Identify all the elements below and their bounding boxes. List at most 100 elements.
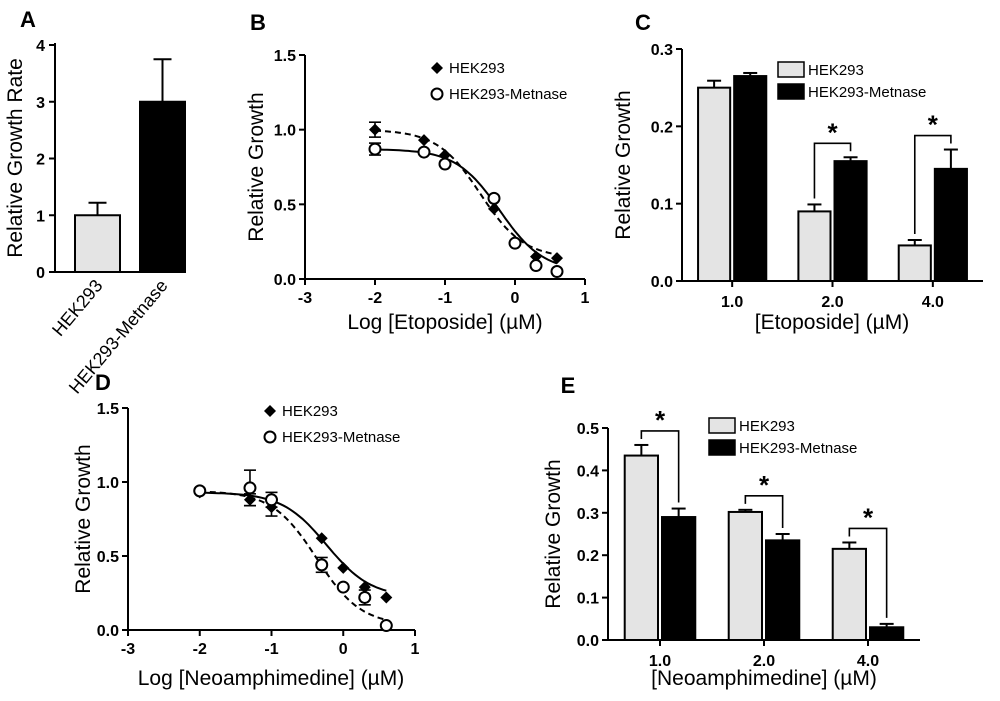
D-point-diamond (337, 561, 350, 574)
D-legend-diamond-icon (264, 405, 276, 417)
B-fit-curve-0 (374, 129, 558, 256)
E-significance-bracket-1 (744, 495, 784, 528)
E-y-axis-label: Relative Growth (542, 459, 565, 608)
D-xtick-label: -2 (193, 641, 207, 658)
B-legend-circle-icon (430, 87, 444, 101)
E-ytick-label: 0.3 (577, 506, 599, 523)
D-legend-label-1: HEK293-Metnase (282, 429, 400, 446)
E-significance-star-2: * (863, 502, 874, 532)
D-fit-curve-0 (199, 491, 387, 592)
D-point-circle (336, 580, 350, 594)
E-legend-swatch-0 (708, 417, 736, 434)
panel-label-C: C (635, 10, 651, 35)
C-legend-swatch-1 (777, 83, 805, 100)
C-ytick-label: 0.1 (651, 197, 673, 214)
D-y-axis-label: Relative Growth (72, 444, 95, 593)
C-bar-2-1 (933, 167, 968, 282)
E-x-axis-label: [Neoamphimedine] (µM) (651, 667, 877, 690)
B-xtick-label: -1 (438, 290, 452, 307)
D-point-diamond (315, 532, 328, 545)
D-point-circle (243, 481, 257, 495)
B-y-axis-label: Relative Growth (245, 92, 268, 241)
E-bar-1-0 (727, 510, 763, 641)
D-x-axis-label: Log [Neoamphimedine] (µM) (138, 667, 405, 690)
B-xtick-label: 1 (581, 290, 590, 307)
E-significance-bracket-0 (640, 430, 680, 503)
D-xtick-label: 1 (411, 641, 420, 658)
E-ytick-label: 0.2 (577, 548, 599, 565)
C-ytick-label: 0.0 (651, 274, 673, 291)
A-ytick-label: 3 (36, 95, 45, 112)
panel-label-D: D (95, 370, 111, 395)
E-bar-0-0 (623, 454, 659, 641)
E-ytick-label: 0.0 (577, 633, 599, 650)
A-bar-0 (74, 214, 121, 273)
B-point-circle (529, 259, 543, 273)
C-bar-1-0 (797, 210, 832, 282)
B-ytick-label: 0.0 (274, 272, 296, 289)
A-ytick-label: 0 (36, 265, 45, 282)
C-legend-label-1: HEK293-Metnase (808, 84, 926, 101)
A-ytick-label: 2 (36, 152, 45, 169)
D-fit-curve-1 (199, 490, 387, 621)
B-fit-curve-1 (375, 148, 558, 265)
A-y-axis-label: Relative Growth Rate (4, 58, 27, 258)
D-xtick-label: -1 (264, 641, 278, 658)
C-x-axis-label: [Etoposide] (µM) (755, 311, 910, 334)
D-point-circle (379, 619, 393, 633)
D-xtick-label: -3 (121, 641, 135, 658)
B-ytick-label: 0.5 (274, 197, 296, 214)
D-point-circle (265, 493, 278, 507)
C-legend-swatch-0 (777, 61, 805, 78)
B-point-circle (487, 191, 501, 205)
B-ytick-label: 1.0 (274, 123, 296, 140)
C-category-label: 4.0 (922, 294, 944, 311)
B-xtick-label: -2 (368, 290, 382, 307)
B-point-diamond (369, 123, 381, 136)
panel-label-B: B (250, 10, 266, 35)
D-point-circle (315, 558, 329, 572)
C-bar-0-1 (733, 75, 768, 282)
E-legend-label-1: HEK293-Metnase (739, 440, 857, 457)
B-xtick-label: 0 (511, 290, 520, 307)
B-point-circle (550, 265, 564, 279)
A-category-label-0: HEK293 (48, 276, 106, 340)
E-category-label: 4.0 (857, 653, 879, 670)
E-category-label: 2.0 (753, 653, 775, 670)
C-ytick-label: 0.3 (651, 42, 673, 59)
C-significance-star-2: * (928, 110, 939, 140)
B-point-diamond (418, 134, 430, 147)
B-x-axis-label: Log [Etoposide] (µM) (347, 311, 542, 334)
C-category-label: 2.0 (821, 294, 843, 311)
E-legend-swatch-1 (708, 439, 736, 456)
B-legend-label-1: HEK293-Metnase (449, 86, 567, 103)
E-significance-star-0: * (655, 405, 666, 435)
A-ytick-label: 1 (36, 208, 45, 225)
C-bar-2-0 (897, 244, 932, 282)
E-bar-2-1 (869, 626, 905, 642)
E-ytick-label: 0.1 (577, 591, 599, 608)
E-ytick-label: 0.5 (577, 421, 599, 438)
D-ytick-label: 1.0 (97, 475, 119, 492)
E-significance-bracket-2 (848, 527, 888, 618)
A-bar-1 (139, 100, 186, 273)
C-legend-label-0: HEK293 (808, 62, 864, 79)
D-ytick-label: 1.5 (97, 401, 119, 418)
panel-label-A: A (20, 7, 36, 32)
E-bar-1-1 (765, 539, 801, 641)
B-legend-label-0: HEK293 (449, 60, 505, 77)
B-xtick-label: -3 (298, 290, 312, 307)
D-point-circle (193, 484, 207, 498)
A-ytick-label: 4 (36, 38, 45, 55)
C-significance-star-1: * (827, 117, 838, 147)
B-ytick-label: 1.5 (274, 48, 296, 65)
C-significance-bracket-1 (813, 142, 852, 199)
E-legend-label-0: HEK293 (739, 418, 795, 435)
D-point-diamond (380, 591, 393, 604)
D-xtick-label: 0 (339, 641, 348, 658)
E-category-label: 1.0 (649, 653, 671, 670)
B-point-circle (438, 157, 452, 171)
D-legend-circle-icon (263, 430, 277, 444)
panel-label-E: E (561, 373, 576, 398)
E-bar-2-0 (831, 547, 867, 642)
